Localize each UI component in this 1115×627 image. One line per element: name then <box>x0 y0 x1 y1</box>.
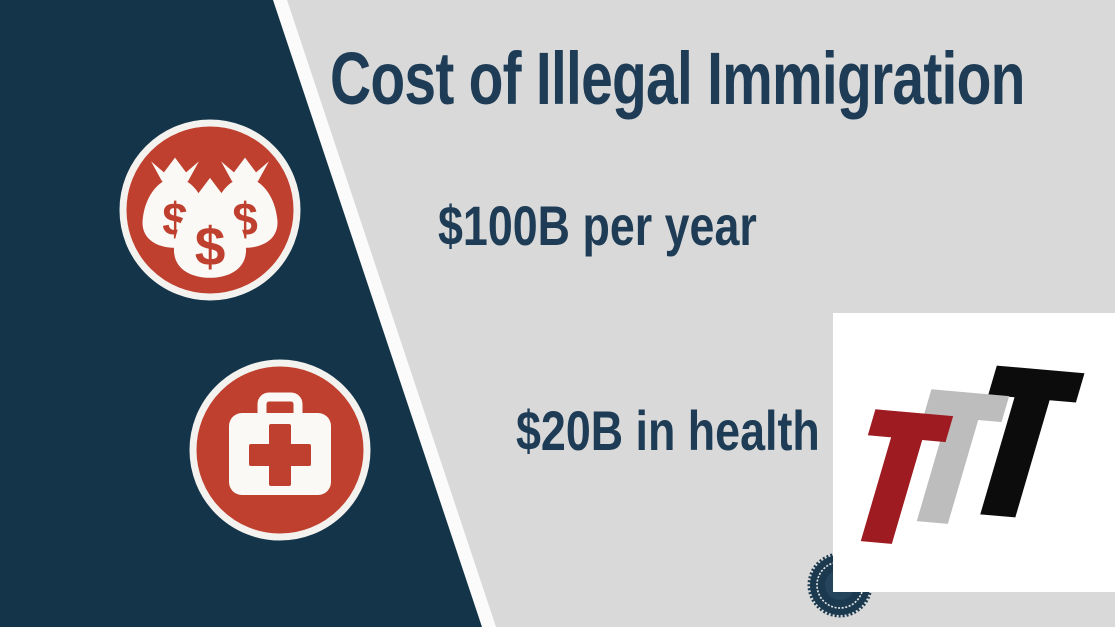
logo-letter-t-gray <box>916 389 1010 524</box>
logo-letter-t-black <box>980 365 1085 518</box>
dollar-sign: $ <box>195 216 226 278</box>
stat-annual-cost: $100B per year <box>438 194 757 257</box>
medical-kit-icon <box>189 359 371 541</box>
logo-ttt <box>860 365 1085 544</box>
stat-healthcare-cost: $20B in health <box>516 399 820 462</box>
money-bag-center: $ <box>173 177 247 278</box>
page-title: Cost of Illegal Immigration <box>330 37 1025 120</box>
money-bags-icon: $ $ $ <box>119 119 301 301</box>
logo-letter-t-red <box>860 409 954 544</box>
logo-watermark <box>833 313 1115 592</box>
red-cross <box>249 424 311 486</box>
